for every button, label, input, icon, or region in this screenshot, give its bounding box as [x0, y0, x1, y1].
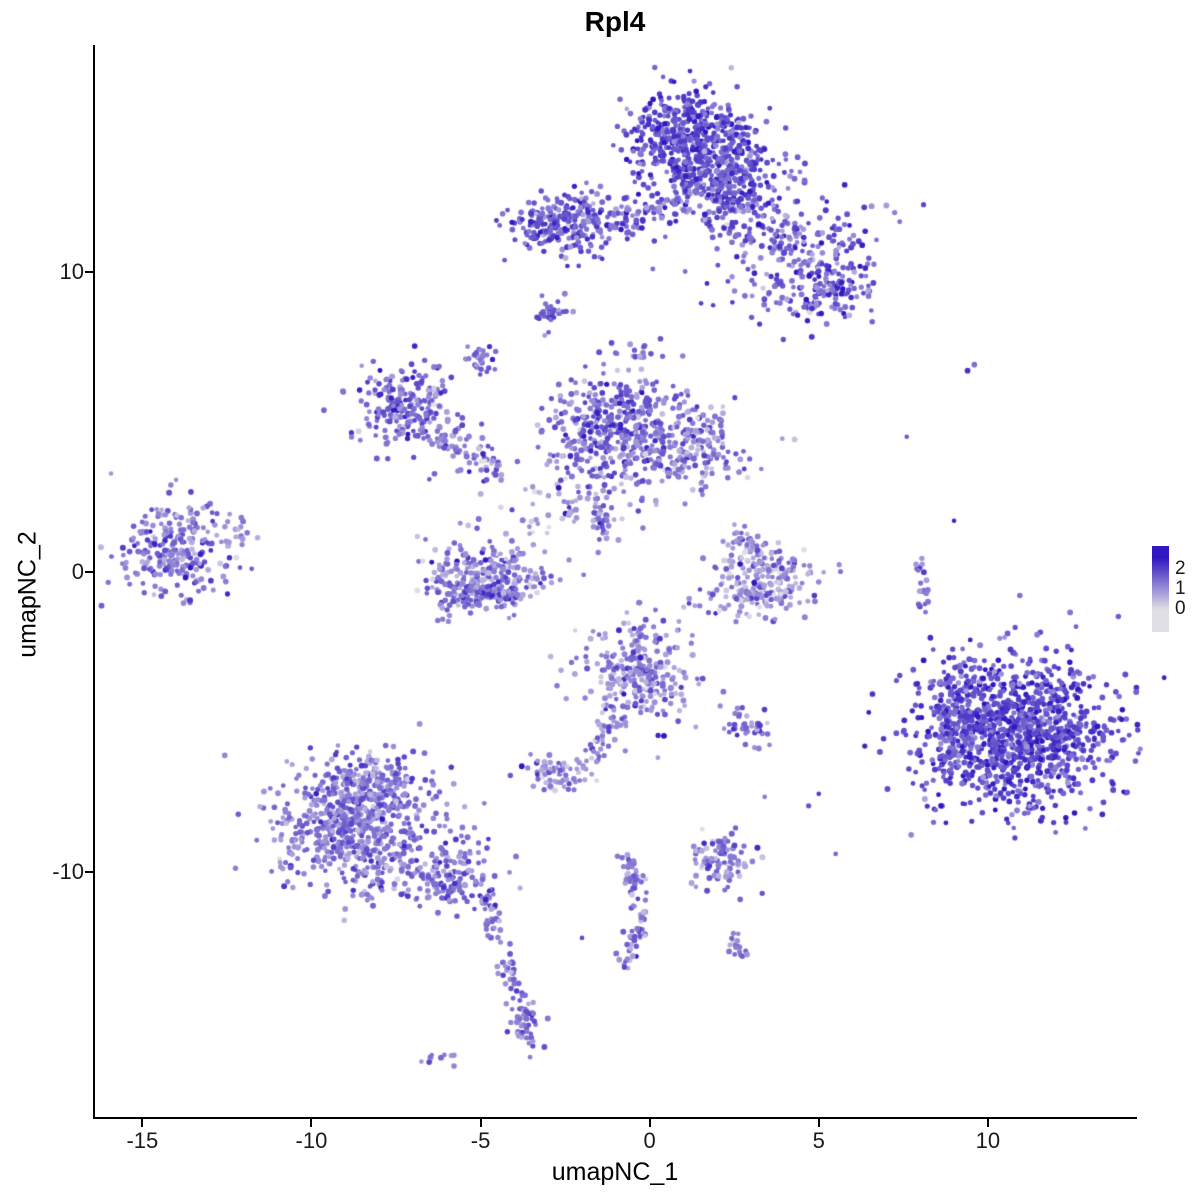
legend-tick-label: 2: [1175, 557, 1186, 579]
x-tick-label: 0: [643, 1128, 656, 1153]
y-axis-line: [93, 45, 95, 1119]
x-tick-mark: [141, 1119, 144, 1127]
x-tick-mark: [479, 1119, 482, 1127]
legend-gradient-bar: [1152, 546, 1169, 632]
x-tick-mark: [648, 1119, 651, 1127]
x-tick-label: -5: [470, 1128, 491, 1153]
x-tick-label: -15: [126, 1128, 159, 1153]
y-tick-label: -10: [52, 858, 84, 884]
x-tick-mark: [986, 1119, 989, 1127]
x-tick-label: -10: [295, 1128, 328, 1153]
x-axis-label: umapNC_1: [551, 1158, 679, 1186]
y-tick-label: 0: [71, 558, 84, 584]
legend-tick-label: 1: [1175, 578, 1186, 599]
y-axis-label: umapNC_2: [13, 531, 42, 658]
x-tick-mark: [310, 1119, 313, 1127]
x-tick-label: 10: [975, 1128, 1001, 1153]
legend-tick-label: 0: [1175, 598, 1186, 620]
y-tick-mark: [85, 870, 93, 873]
y-tick-label: 10: [59, 258, 84, 284]
y-tick-mark: [85, 270, 93, 273]
x-tick-label: 5: [812, 1128, 825, 1153]
x-axis-line: [93, 1117, 1137, 1119]
y-tick-mark: [85, 570, 93, 573]
plot-title: Rpl4: [584, 6, 646, 37]
x-tick-mark: [817, 1119, 820, 1127]
